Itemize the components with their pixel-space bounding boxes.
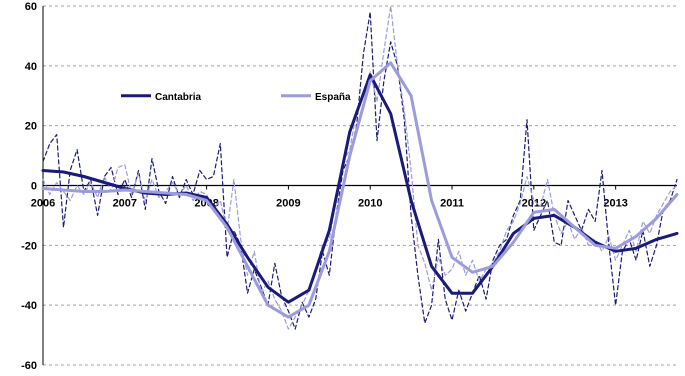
series-line-espa-a-monthly bbox=[42, 5, 678, 330]
series-line-cantabria bbox=[41, 73, 679, 304]
legend: Cantabria España bbox=[121, 92, 351, 103]
gridlines bbox=[43, 5, 677, 366]
series-line-cantabria-monthly bbox=[42, 11, 678, 330]
x-tick-label: 2011 bbox=[440, 198, 464, 210]
x-tick-label: 2009 bbox=[276, 198, 300, 210]
x-tick-label: 2007 bbox=[113, 198, 137, 210]
y-tick-label: -20 bbox=[21, 240, 37, 252]
legend-label: Cantabria bbox=[155, 92, 202, 103]
y-tick-label: 0 bbox=[31, 181, 37, 193]
series-line-espa-a bbox=[41, 61, 679, 319]
y-tick-label: 40 bbox=[25, 61, 37, 73]
x-tick-label: 2010 bbox=[358, 198, 382, 210]
y-tick-label: -40 bbox=[21, 300, 37, 312]
x-tick-label: 2013 bbox=[603, 198, 627, 210]
legend-label: España bbox=[315, 92, 351, 103]
y-tick-label: 60 bbox=[25, 1, 37, 13]
x-tick-label: 2006 bbox=[31, 198, 55, 210]
series-lines bbox=[41, 5, 679, 330]
y-tick-label: -60 bbox=[21, 360, 37, 371]
y-tick-label: 20 bbox=[25, 121, 37, 133]
